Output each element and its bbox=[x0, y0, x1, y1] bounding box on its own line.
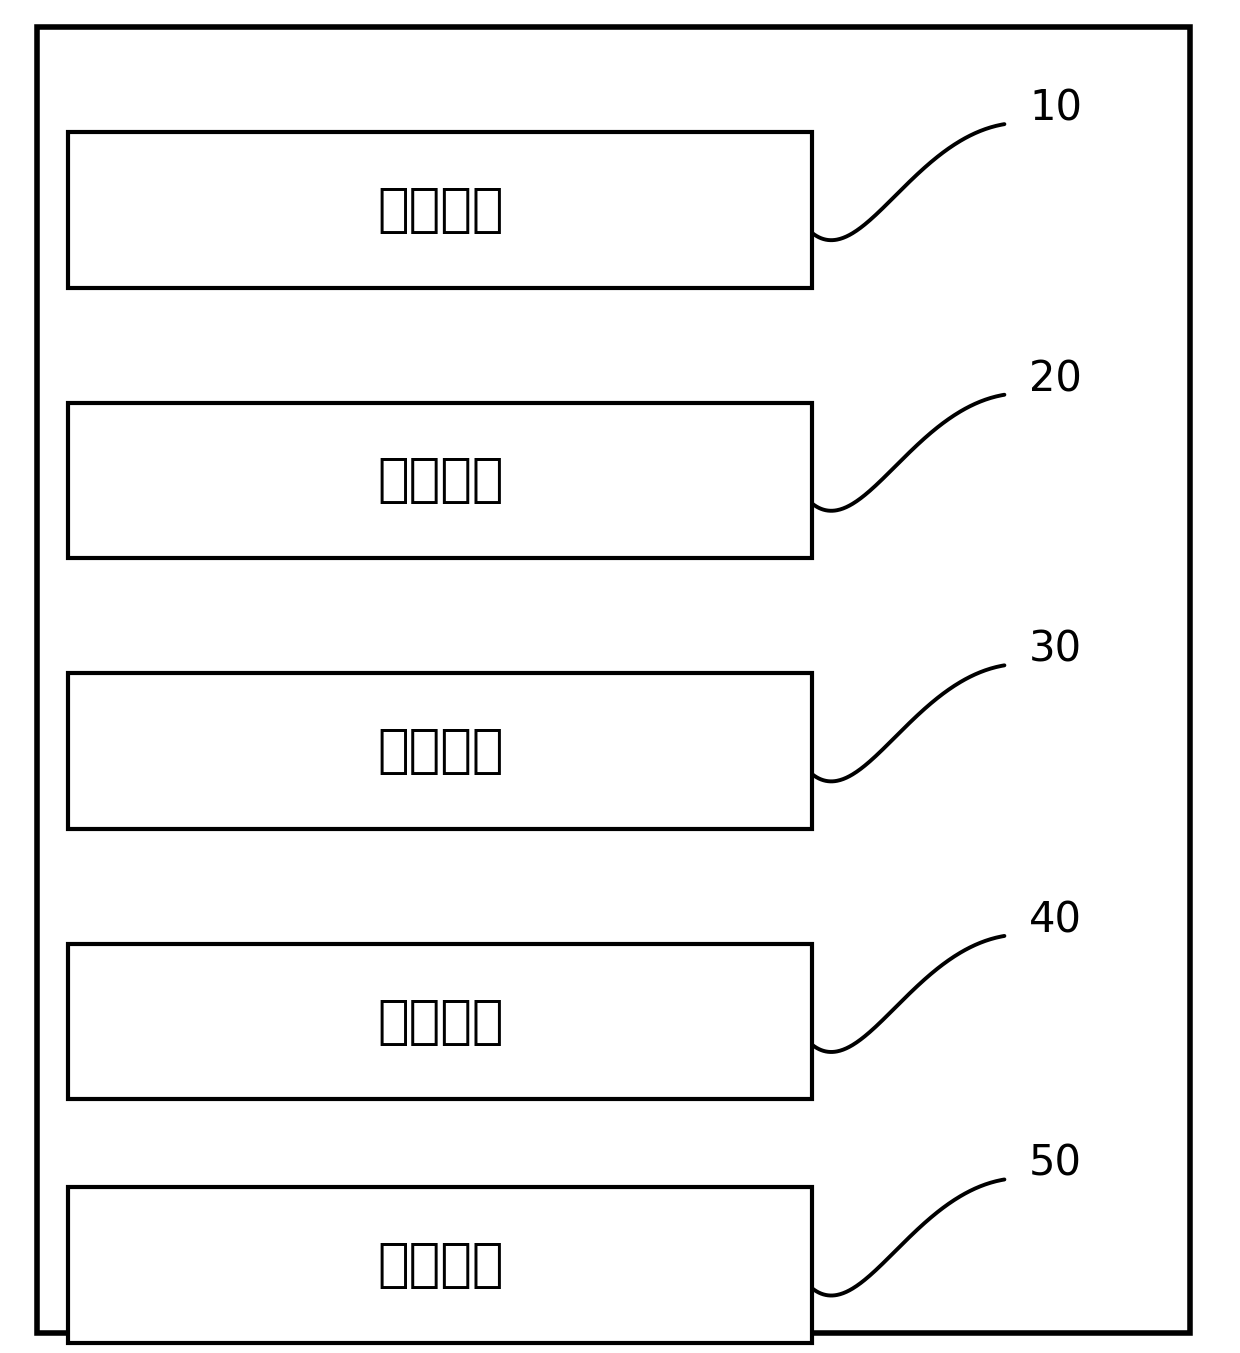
FancyBboxPatch shape bbox=[68, 1188, 812, 1342]
Text: 40: 40 bbox=[1029, 900, 1083, 942]
FancyBboxPatch shape bbox=[68, 674, 812, 828]
Text: 30: 30 bbox=[1029, 629, 1083, 671]
FancyBboxPatch shape bbox=[37, 27, 1190, 1333]
FancyBboxPatch shape bbox=[68, 944, 812, 1099]
Text: 检测模块: 检测模块 bbox=[377, 184, 503, 235]
Text: 分割模块: 分割模块 bbox=[377, 725, 503, 777]
Text: 整合模块: 整合模块 bbox=[377, 1239, 503, 1291]
Text: 50: 50 bbox=[1029, 1143, 1083, 1185]
Text: 筛选模块: 筛选模块 bbox=[377, 455, 503, 506]
Text: 10: 10 bbox=[1029, 88, 1083, 130]
Text: 20: 20 bbox=[1029, 359, 1083, 400]
FancyBboxPatch shape bbox=[68, 133, 812, 288]
Text: 构造模块: 构造模块 bbox=[377, 996, 503, 1047]
FancyBboxPatch shape bbox=[68, 403, 812, 559]
